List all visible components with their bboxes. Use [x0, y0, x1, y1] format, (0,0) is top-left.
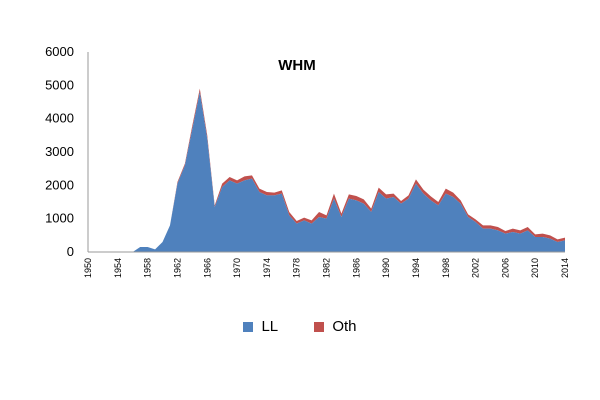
legend-item-oth: Oth: [314, 318, 357, 335]
x-tick-label: 1966: [202, 258, 212, 278]
x-axis-ticks: 1950 1954 1958 1962 1966 1970 1974 1978 1982 1986…: [83, 258, 570, 278]
plot-series: [88, 88, 565, 253]
y-tick-label: 0: [67, 244, 74, 259]
x-tick-label: 1986: [351, 258, 361, 278]
x-tick-label: 1998: [441, 258, 451, 278]
y-tick-label: 1000: [45, 211, 74, 226]
y-tick-label: 3000: [45, 144, 74, 159]
y-tick-label: 5000: [45, 77, 74, 92]
y-tick-label: 4000: [45, 111, 74, 126]
x-tick-label: 1978: [292, 258, 302, 278]
x-tick-label: 1982: [322, 258, 332, 278]
legend-swatch-ll: [243, 321, 254, 332]
x-tick-label: 1950: [83, 258, 93, 278]
x-tick-label: 1970: [232, 258, 242, 278]
x-tick-label: 2010: [530, 258, 540, 278]
x-tick-label: 1954: [113, 258, 123, 278]
y-tick-label: 2000: [45, 177, 74, 192]
x-tick-label: 1958: [143, 258, 153, 278]
x-tick-label: 2002: [471, 258, 481, 278]
x-tick-label: 2014: [560, 258, 570, 278]
legend-label-ll: LL: [261, 318, 279, 335]
legend: LL Oth: [0, 318, 600, 336]
x-tick-label: 1990: [381, 258, 391, 278]
y-axis-ticks: 0 1000 2000 3000 4000 5000 6000: [45, 44, 74, 259]
x-tick-label: 1994: [411, 258, 421, 278]
legend-swatch-oth: [314, 321, 325, 332]
legend-item-ll: LL: [243, 318, 278, 335]
y-tick-label: 6000: [45, 44, 74, 59]
legend-label-oth: Oth: [332, 318, 357, 335]
x-tick-label: 1974: [262, 258, 272, 278]
series-area-ll: [88, 92, 565, 252]
x-tick-label: 1962: [172, 258, 182, 278]
x-tick-label: 2006: [500, 258, 510, 278]
chart-title: WHM: [278, 57, 316, 74]
